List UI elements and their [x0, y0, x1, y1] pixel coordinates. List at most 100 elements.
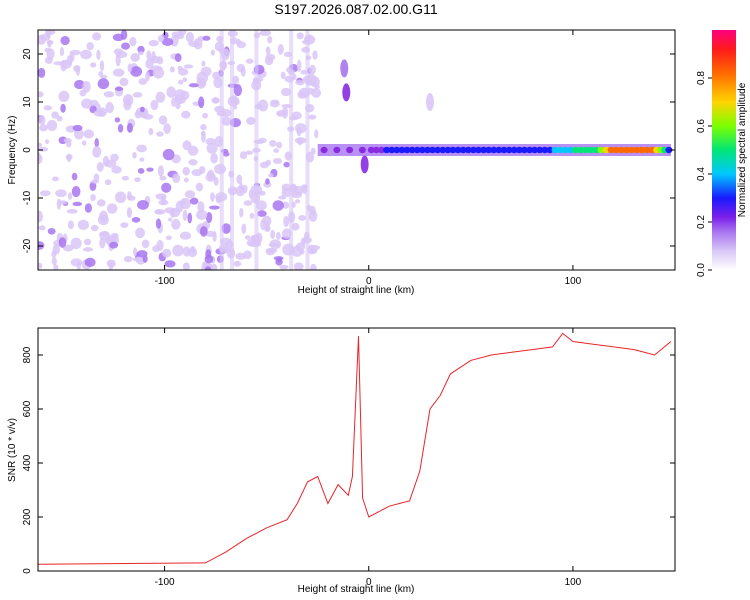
noise-blob	[241, 223, 247, 234]
carrier-segment	[383, 146, 391, 154]
noise-blob	[120, 30, 128, 40]
x-tick-label: 0	[366, 276, 372, 287]
colorbar-tick-label: 0.2	[696, 215, 707, 229]
carrier-segment	[418, 146, 426, 154]
carrier-segment	[469, 146, 477, 154]
noise-blob	[193, 38, 203, 50]
noise-blob	[162, 248, 172, 258]
noise-blob	[211, 97, 220, 104]
noise-blob	[57, 200, 68, 205]
noise-blob	[189, 197, 199, 205]
colorbar-tick-label: 0.0	[696, 263, 707, 277]
noise-blob	[155, 209, 163, 215]
noise-blob	[96, 199, 106, 207]
noise-blob	[164, 207, 176, 214]
noise-blob	[276, 231, 281, 240]
noise-blob	[47, 227, 56, 235]
noise-blob	[245, 150, 253, 155]
carrier-segment	[403, 146, 411, 154]
noise-blob	[276, 141, 283, 149]
noise-blob	[268, 173, 274, 178]
noise-blob	[156, 131, 164, 137]
noise-blob	[239, 207, 244, 218]
noise-blob	[243, 250, 252, 260]
carrier-segment	[388, 146, 396, 154]
noise-blob	[273, 148, 280, 153]
noise-blob	[221, 223, 232, 234]
noise-blob	[82, 247, 94, 252]
noise-blob	[182, 209, 188, 222]
noise-blob	[136, 144, 147, 153]
noise-blob	[265, 46, 271, 55]
carrier-segment	[510, 146, 518, 154]
noise-blob	[296, 126, 302, 137]
noise-blob	[171, 31, 184, 38]
carrier-segment	[320, 146, 328, 154]
snr-axes: -100 0 100 0 200 400 600 800	[22, 328, 675, 588]
noise-blob	[81, 98, 93, 109]
noise-blob	[210, 49, 216, 56]
noise-blob	[276, 257, 283, 263]
noise-blob	[53, 264, 59, 270]
noise-blob	[259, 30, 272, 36]
noise-blob	[270, 229, 276, 240]
noise-blob	[162, 148, 175, 161]
carrier-segment	[490, 146, 498, 154]
noise-blob	[150, 99, 159, 111]
noise-blob	[38, 210, 43, 223]
noise-blob	[309, 263, 317, 270]
noise-blob	[46, 120, 58, 131]
noise-blob	[239, 151, 248, 160]
carrier-segment	[372, 146, 380, 154]
noise-blob	[258, 137, 267, 144]
noise-blob	[246, 116, 256, 125]
noise-blob	[51, 250, 57, 258]
noise-blob	[240, 66, 246, 77]
noise-blob	[39, 190, 51, 197]
spectral-feature	[360, 155, 369, 174]
noise-blob	[114, 191, 127, 204]
carrier-segment	[582, 146, 590, 154]
noise-blob	[296, 32, 304, 40]
noise-blob	[86, 42, 94, 51]
noise-blob	[137, 51, 144, 56]
noise-blob	[146, 50, 152, 61]
noise-blob	[38, 241, 45, 250]
noise-blob	[199, 226, 208, 237]
spectral-feature	[342, 83, 351, 102]
noise-blob	[157, 165, 164, 177]
noise-blob	[38, 262, 43, 269]
noise-blob	[249, 212, 255, 219]
noise-blob	[221, 116, 232, 126]
noise-blob	[175, 103, 181, 110]
noise-blob	[233, 104, 238, 110]
colorbar-ticks: 0.0 0.2 0.4 0.6 0.8	[696, 71, 712, 277]
noise-blob	[123, 255, 133, 263]
chart-title: S197.2026.087.02.00.G11	[274, 1, 437, 17]
noise-blob	[239, 181, 244, 194]
spectral-streak	[219, 30, 224, 270]
carrier-segment	[413, 146, 421, 154]
noise-blob	[308, 114, 317, 120]
noise-blob	[298, 215, 307, 221]
noise-blob	[272, 158, 283, 165]
noise-blob	[83, 238, 92, 246]
noise-blob	[148, 128, 154, 136]
carrier-segment	[408, 146, 416, 154]
y-tick-label: 400	[22, 454, 33, 471]
noise-blob	[283, 161, 290, 168]
noise-blob	[137, 45, 145, 54]
noise-blob	[172, 173, 181, 184]
noise-blob	[210, 153, 219, 164]
noise-blob	[188, 83, 199, 88]
noise-blob	[80, 49, 92, 60]
noise-blob	[291, 222, 300, 231]
spectrogram-marks	[38, 30, 673, 270]
carrier-segment	[541, 146, 549, 154]
carrier-segment	[423, 146, 431, 154]
carrier-segment	[623, 146, 631, 154]
noise-blob	[187, 247, 198, 258]
noise-blob	[168, 217, 173, 222]
noise-blob	[55, 189, 67, 198]
noise-blob	[159, 175, 167, 181]
